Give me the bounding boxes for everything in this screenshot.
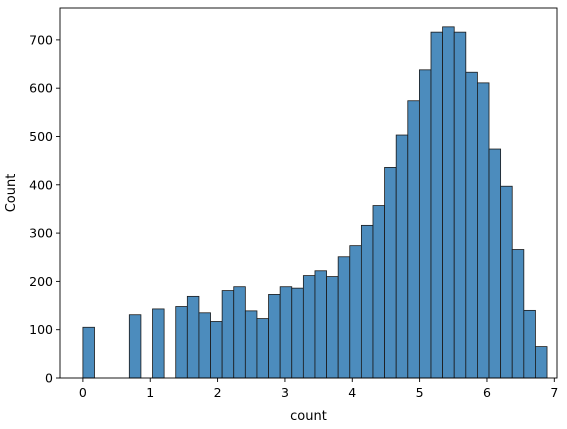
histogram-bar bbox=[488, 148, 502, 379]
histogram-bar bbox=[395, 134, 409, 379]
histogram-bar bbox=[244, 310, 258, 379]
histogram-bar bbox=[349, 245, 362, 379]
histogram-bar bbox=[453, 31, 467, 379]
histogram-bar bbox=[210, 321, 223, 379]
x-tick-label: 3 bbox=[281, 385, 289, 400]
plot-frame bbox=[59, 7, 558, 379]
histogram-bar bbox=[372, 205, 385, 379]
histogram-bar bbox=[256, 318, 269, 379]
histogram-bar bbox=[82, 326, 95, 379]
histogram-bar bbox=[418, 69, 432, 379]
x-tick-label: 7 bbox=[550, 385, 558, 400]
x-tick-label: 4 bbox=[348, 385, 356, 400]
y-tick-label: 500 bbox=[29, 129, 53, 144]
histogram-bar bbox=[360, 224, 374, 379]
x-ticks-group: 0 1 2 3 4 5 6 7 bbox=[79, 378, 558, 400]
histogram-bar bbox=[268, 294, 281, 379]
y-tick-label: 200 bbox=[29, 274, 53, 289]
y-tick-label: 300 bbox=[29, 226, 53, 241]
histogram-bar bbox=[407, 100, 420, 379]
x-tick-label: 6 bbox=[483, 385, 491, 400]
histogram-bar bbox=[337, 256, 351, 379]
histogram-bar bbox=[152, 308, 165, 379]
y-tick-label: 700 bbox=[29, 32, 53, 47]
histogram-bar bbox=[523, 309, 536, 379]
histogram-bar bbox=[186, 295, 200, 379]
histogram-bar bbox=[221, 290, 235, 379]
y-tick-label: 0 bbox=[45, 371, 53, 386]
histogram-bar bbox=[442, 26, 455, 379]
y-tick-label: 600 bbox=[29, 81, 53, 96]
histogram-bar bbox=[465, 71, 478, 379]
histogram-bar bbox=[279, 286, 293, 379]
x-tick-label: 5 bbox=[416, 385, 424, 400]
y-axis-label: Count bbox=[4, 174, 19, 213]
histogram-bar bbox=[477, 82, 490, 379]
histogram-bar bbox=[384, 166, 397, 379]
y-tick-label: 400 bbox=[29, 177, 53, 192]
histogram-bar bbox=[302, 275, 316, 379]
x-tick-label: 0 bbox=[79, 385, 87, 400]
histogram-bar bbox=[511, 249, 525, 379]
histogram-bar bbox=[175, 306, 188, 379]
x-tick-label: 2 bbox=[214, 385, 222, 400]
x-tick-label: 1 bbox=[146, 385, 154, 400]
histogram-bar bbox=[326, 276, 339, 379]
x-axis-label: count bbox=[290, 409, 327, 424]
histogram-bar bbox=[291, 287, 304, 379]
y-ticks-group: 0 100 200 300 400 500 600 700 bbox=[29, 32, 60, 386]
histogram-bar bbox=[430, 31, 444, 379]
histogram-bar bbox=[128, 314, 142, 379]
histogram-bar bbox=[233, 286, 246, 379]
histogram-bar bbox=[535, 346, 548, 379]
histogram-bar bbox=[314, 270, 327, 379]
histogram-bar bbox=[500, 185, 513, 379]
histogram-bar bbox=[198, 312, 211, 379]
y-tick-label: 100 bbox=[29, 322, 53, 337]
